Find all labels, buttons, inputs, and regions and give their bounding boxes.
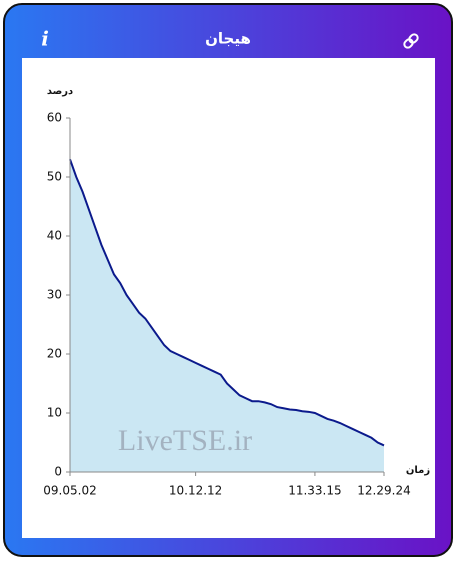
y-axis-label: درصد [47,86,73,97]
x-tick-label: 10.12.12 [169,484,222,498]
y-tick-label: 60 [47,111,62,125]
line [69,158,385,447]
y-tick-label: 10 [47,406,62,420]
y-tick-label: 40 [47,229,62,243]
y-tick-label: 20 [47,347,62,361]
y-tick-label: 0 [54,465,62,479]
x-axis-label: زمان [406,465,430,476]
x-tick-label: 11.33.15 [288,484,341,498]
area [70,159,384,473]
chart-title: هیجان [205,30,251,48]
watermark: LiveTSE.ir [118,424,252,457]
y-tick-label: 30 [47,288,62,302]
y-tick-label: 50 [47,170,62,184]
link-icon[interactable] [403,33,419,49]
x-tick-label: 12.29.24 [357,484,410,498]
info-icon[interactable]: i [41,27,49,51]
x-tick-label: 09.05.02 [43,484,96,498]
